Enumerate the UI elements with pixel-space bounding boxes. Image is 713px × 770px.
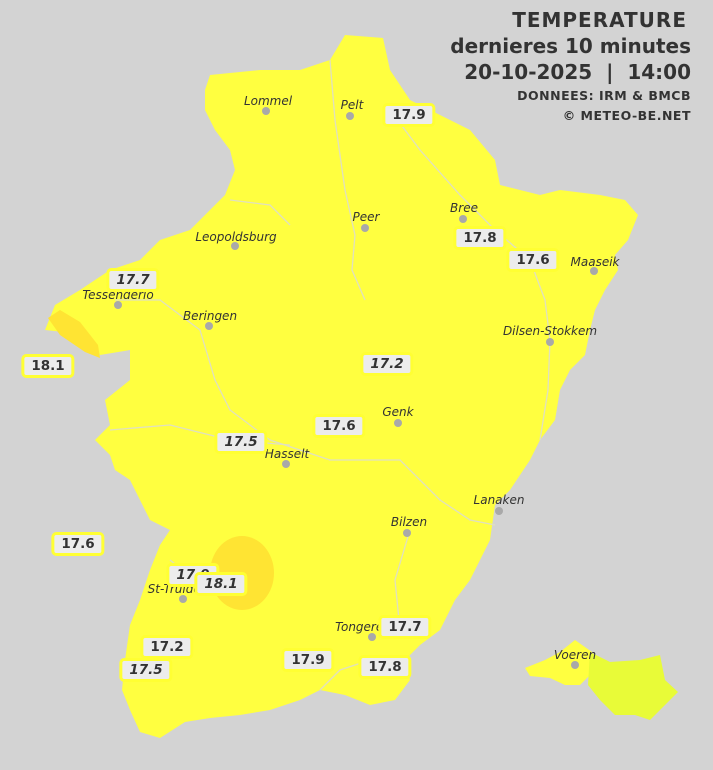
temperature-reading: 17.2 (140, 635, 194, 659)
city-dot (394, 419, 402, 427)
city-dot (403, 529, 411, 537)
temperature-reading: 17.8 (358, 655, 412, 679)
warm-zone-west (48, 310, 100, 358)
voeren-area-west (525, 640, 592, 685)
temperature-reading: 17.7 (106, 268, 160, 292)
city-dot (179, 595, 187, 603)
city-dot (571, 661, 579, 669)
city-label: Dilsen-Stokkem (502, 324, 598, 338)
temperature-reading: 17.9 (382, 103, 436, 127)
city-label: Genk (382, 405, 414, 419)
city-dot (346, 112, 354, 120)
city-dot (590, 267, 598, 275)
city-label: Peer (352, 210, 380, 224)
city-label: Lommel (243, 94, 293, 108)
city-dot (459, 215, 467, 223)
voeren-area-east (588, 652, 678, 720)
temperature-reading: 17.6 (506, 248, 560, 272)
city-dot (282, 460, 290, 468)
city-dot (114, 301, 122, 309)
city-label: Voeren (553, 648, 597, 662)
temperature-reading: 17.2 (360, 352, 414, 376)
city-label: Tongeren (335, 620, 391, 634)
city-dot (361, 224, 369, 232)
map-datetime: 20-10-2025 | 14:00 (464, 60, 691, 84)
temperature-reading: 17.9 (281, 648, 335, 672)
city-label: Lanaken (473, 493, 525, 507)
map-title: TEMPERATURE (512, 8, 687, 32)
temperature-reading: 18.1 (194, 572, 248, 596)
map-subtitle: dernieres 10 minutes (450, 34, 691, 58)
city-label: Bree (450, 201, 478, 215)
city-dot (262, 107, 270, 115)
temperature-reading: 18.1 (21, 354, 75, 378)
temperature-reading: 17.7 (378, 615, 432, 639)
temperature-reading: 17.8 (453, 226, 507, 250)
temperature-reading: 17.6 (51, 532, 105, 556)
city-label: Hasselt (264, 447, 310, 461)
city-label: Bilzen (390, 515, 428, 529)
temperature-reading: 17.5 (119, 658, 173, 682)
city-dot (495, 507, 503, 515)
city-dot (231, 242, 239, 250)
city-label: Pelt (340, 98, 364, 112)
city-dot (546, 338, 554, 346)
city-label: Maaseik (570, 255, 620, 269)
city-dot (205, 322, 213, 330)
data-source: DONNEES: IRM & BMCB (517, 88, 691, 103)
city-dot (368, 633, 376, 641)
copyright: © METEO-BE.NET (562, 108, 691, 123)
city-label: Leopoldsburg (195, 230, 277, 244)
city-label: Beringen (182, 309, 238, 323)
temperature-reading: 17.6 (312, 414, 366, 438)
province-area (45, 35, 638, 738)
temperature-reading: 17.5 (214, 430, 268, 454)
